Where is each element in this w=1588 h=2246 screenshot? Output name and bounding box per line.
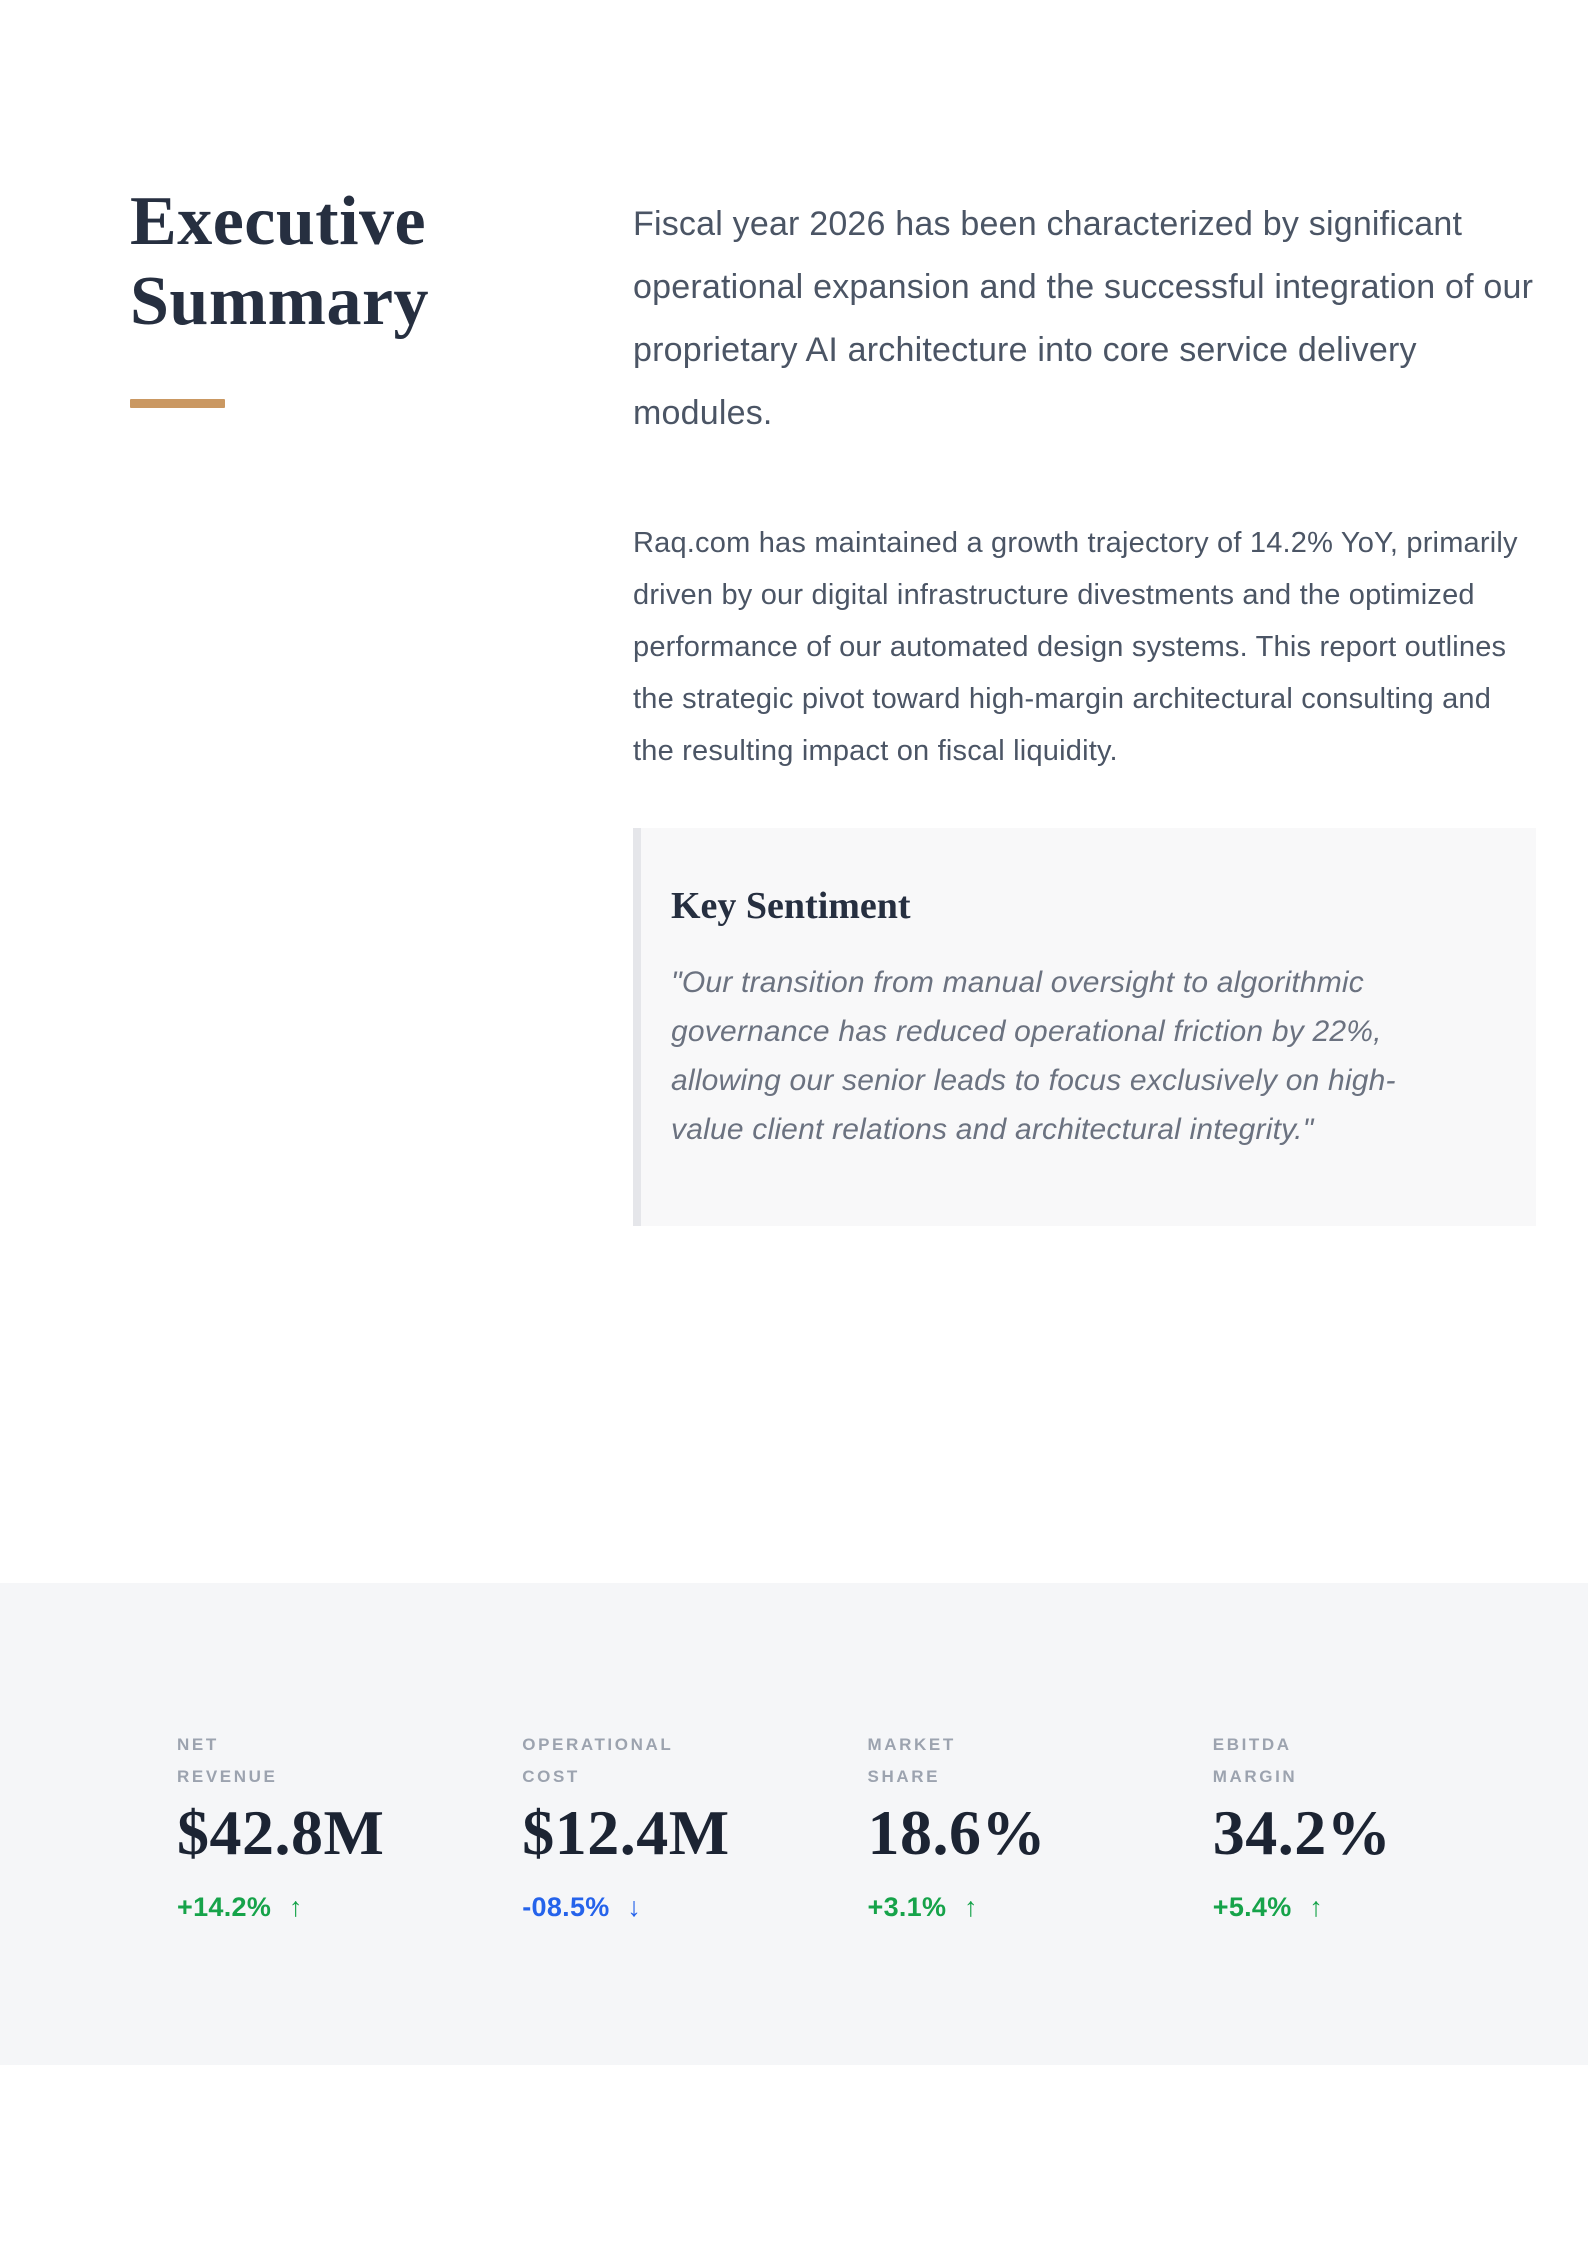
key-sentiment-block: Key Sentiment "Our transition from manua… <box>633 827 1536 1227</box>
stat-value: $12.4M <box>522 1797 730 1868</box>
trend-up-arrow-icon: ↑ <box>964 1891 978 1922</box>
title-accent-bar <box>130 398 225 408</box>
stat-change: +3.1% ↑ <box>868 1892 1213 1923</box>
stat-label: EBITDA MARGIN <box>1213 1729 1558 1793</box>
trend-up-arrow-icon: ↑ <box>288 1891 303 1922</box>
stat-label-line: OPERATIONAL <box>522 1735 674 1754</box>
stat-value: 34.2% <box>1212 1797 1392 1868</box>
stat-label: MARKET SHARE <box>868 1729 1213 1793</box>
stat-change-text: +14.2% <box>177 1891 272 1922</box>
summary-text-column: Fiscal year 2026 has been characterized … <box>633 0 1536 1227</box>
stat-net-revenue: NET REVENUE $42.8M +14.2% ↑ <box>177 1729 522 2065</box>
stat-label-line: NET <box>177 1735 219 1754</box>
stat-label-line: COST <box>522 1767 580 1786</box>
key-sentiment-quote: "Our transition from manual oversight to… <box>671 965 1396 1146</box>
stat-change-text: +5.4% <box>1212 1891 1292 1922</box>
stat-label-line: REVENUE <box>177 1767 278 1786</box>
stat-change-text: -08.5% <box>522 1891 610 1922</box>
stat-label-line: SHARE <box>867 1767 941 1786</box>
stat-change: -08.5% ↓ <box>522 1892 867 1923</box>
stat-market-share: MARKET SHARE 18.6% +3.1% ↑ <box>868 1729 1213 2065</box>
stat-change: +14.2% ↑ <box>177 1892 522 1923</box>
lead-paragraph: Fiscal year 2026 has been characterized … <box>633 205 1534 432</box>
title-column: Executive Summary <box>130 0 633 408</box>
stat-label-line: EBITDA <box>1212 1735 1292 1754</box>
executive-summary-section: Executive Summary Fiscal year 2026 has b… <box>130 0 1536 1227</box>
kpi-stats-band: NET REVENUE $42.8M +14.2% ↑ OPERATIONAL … <box>0 1583 1588 2065</box>
body-paragraph: Raq.com has maintained a growth trajecto… <box>633 526 1518 768</box>
stat-label-line: MARGIN <box>1212 1767 1298 1786</box>
stat-ebitda-margin: EBITDA MARGIN 34.2% +5.4% ↑ <box>1213 1729 1558 2065</box>
stat-change-text: +3.1% <box>867 1891 947 1922</box>
stat-change: +5.4% ↑ <box>1213 1892 1558 1923</box>
key-sentiment-heading: Key Sentiment <box>671 884 911 927</box>
stat-label: OPERATIONAL COST <box>522 1729 867 1793</box>
page-title: Executive Summary <box>130 183 430 340</box>
trend-up-arrow-icon: ↑ <box>1309 1891 1324 1922</box>
stat-value: $42.8M <box>177 1797 385 1868</box>
stat-label: NET REVENUE <box>177 1729 522 1793</box>
stat-value: 18.6% <box>867 1797 1046 1868</box>
stat-label-line: MARKET <box>867 1735 956 1754</box>
stat-operational-cost: OPERATIONAL COST $12.4M -08.5% ↓ <box>522 1729 867 2065</box>
trend-down-arrow-icon: ↓ <box>627 1891 642 1922</box>
